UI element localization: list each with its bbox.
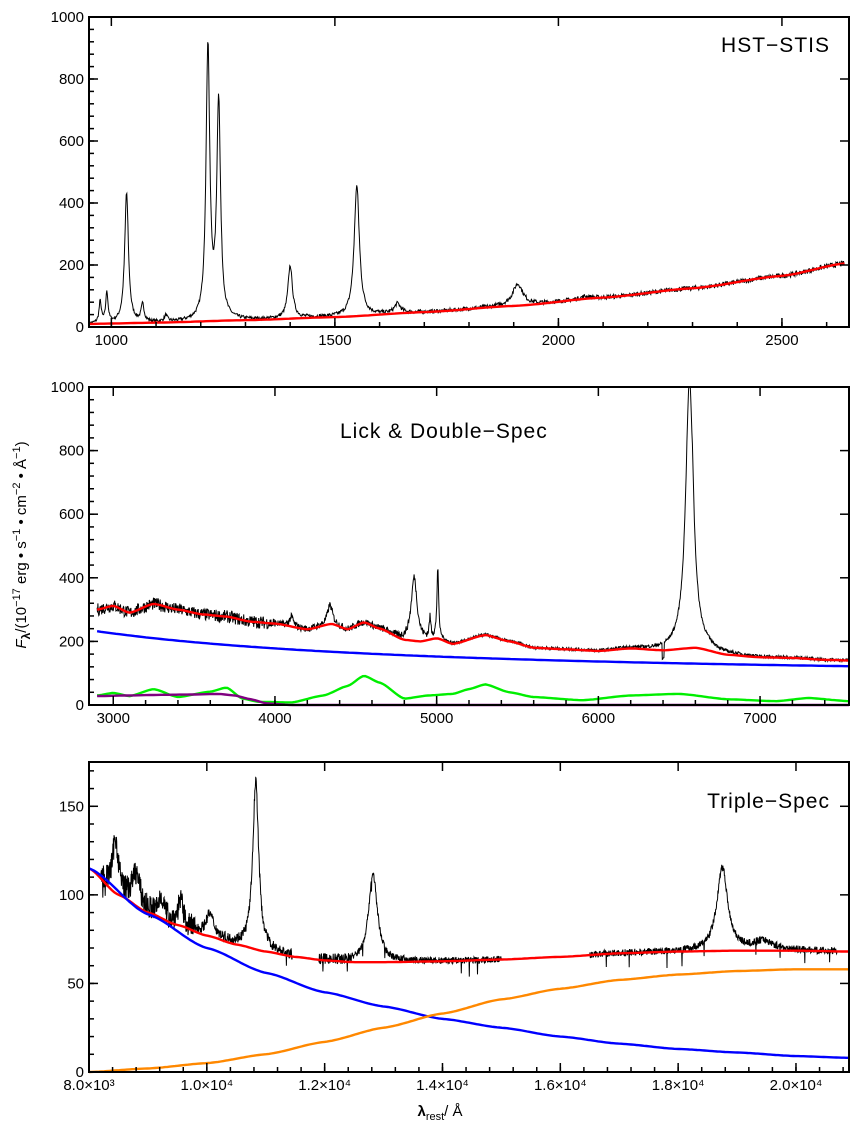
x-tick-label: 1.6×10⁴ bbox=[534, 1077, 587, 1094]
x-tick-label: 2000 bbox=[542, 332, 575, 349]
y-tick-label: 50 bbox=[67, 975, 84, 992]
y-label-sub: λ bbox=[19, 632, 33, 639]
x-tick-label: 5000 bbox=[420, 710, 453, 727]
y-tick-label: 400 bbox=[59, 570, 84, 587]
power-law-curve bbox=[96, 630, 849, 668]
panel-title: Lick & Double−Spec bbox=[340, 420, 548, 443]
power-law-curve bbox=[88, 867, 849, 1059]
x-label-rest: / Å bbox=[444, 1103, 462, 1120]
y-label-exp4: −1 bbox=[11, 446, 23, 459]
panel-lick-double-spec: 3000 4000 5000 6000 7000 0 200 400 600 800 1000 Li… bbox=[51, 379, 850, 727]
total-model-curve bbox=[96, 602, 850, 662]
y-tick-label: 1000 bbox=[51, 9, 84, 26]
x-tick-label: 1000 bbox=[95, 332, 128, 349]
total-model-curve bbox=[88, 867, 849, 964]
axis-ticks: 8.0×10³ 1.0×10⁴ 1.2×10⁴ 1.4×10⁴ 1.6×10⁴ 1.8×1… bbox=[59, 762, 849, 1094]
y-tick-label: 1000 bbox=[51, 379, 84, 396]
x-tick-label: 1500 bbox=[318, 332, 351, 349]
y-tick-label: 0 bbox=[76, 1064, 84, 1081]
panel-title: HST−STIS bbox=[721, 34, 830, 57]
y-tick-label: 400 bbox=[59, 195, 84, 212]
panel-hst-stis: 1000 1500 2000 2500 0 200 400 600 800 1000 HST−ST… bbox=[51, 9, 850, 349]
y-label-rest: /(10 bbox=[13, 607, 30, 633]
y-label-exp1: −17 bbox=[11, 588, 23, 607]
y-tick-label: 0 bbox=[76, 697, 84, 714]
y-tick-label: 800 bbox=[59, 443, 84, 460]
hot-dust-curve bbox=[88, 968, 849, 1074]
observed-spectrum-segment bbox=[100, 776, 293, 966]
x-tick-label: 4000 bbox=[258, 710, 291, 727]
y-label-exp2: −1 bbox=[11, 529, 23, 542]
y-tick-label: 200 bbox=[59, 257, 84, 274]
x-tick-label: 8.0×10³ bbox=[63, 1077, 114, 1094]
continuum-fit-curve bbox=[89, 262, 845, 326]
y-tick-label: 600 bbox=[59, 133, 84, 150]
plot-frame bbox=[88, 16, 850, 328]
y-tick-label: 100 bbox=[59, 887, 84, 904]
host-galaxy-curve bbox=[96, 674, 850, 704]
x-axis-label: λrest/ Å bbox=[417, 1103, 462, 1122]
axis-ticks: 1000 1500 2000 2500 0 200 400 600 800 1000 bbox=[51, 9, 849, 349]
x-tick-label: 1.4×10⁴ bbox=[416, 1077, 469, 1094]
x-label-main: λ bbox=[417, 1103, 426, 1120]
panel-curves bbox=[88, 42, 845, 326]
panel-curves bbox=[88, 776, 849, 1074]
x-tick-label: 1.0×10⁴ bbox=[180, 1077, 233, 1094]
x-tick-label: 6000 bbox=[582, 710, 615, 727]
x-tick-label: 1.8×10⁴ bbox=[652, 1077, 705, 1094]
panel-title: Triple−Spec bbox=[707, 790, 830, 813]
axis-ticks: 3000 4000 5000 6000 7000 0 200 400 600 800 1000 bbox=[51, 379, 849, 727]
y-axis-label: Fλ/(10−17 erg • s−1 • cm−2 • Å−1) bbox=[11, 441, 33, 648]
x-tick-label: 3000 bbox=[97, 710, 130, 727]
x-tick-label: 1.2×10⁴ bbox=[298, 1077, 351, 1094]
panel-triple-spec: 8.0×10³ 1.0×10⁴ 1.2×10⁴ 1.4×10⁴ 1.6×10⁴ 1.8×1… bbox=[59, 761, 850, 1094]
x-tick-label: 2500 bbox=[765, 332, 798, 349]
plot-frame bbox=[88, 761, 850, 1073]
y-tick-label: 800 bbox=[59, 71, 84, 88]
y-label-unit2: • cm bbox=[13, 495, 30, 529]
observed-spectrum-segment bbox=[589, 864, 838, 969]
y-label-unit3: • Å bbox=[13, 459, 30, 483]
y-label-unit1: erg • s bbox=[13, 541, 30, 588]
y-tick-label: 150 bbox=[59, 798, 84, 815]
y-tick-label: 600 bbox=[59, 506, 84, 523]
y-label-main: F bbox=[13, 639, 30, 649]
y-label-close: ) bbox=[13, 441, 30, 446]
x-tick-label: 7000 bbox=[743, 710, 776, 727]
x-label-sub: rest bbox=[426, 1111, 444, 1122]
x-tick-label: 2.0×10⁴ bbox=[770, 1077, 823, 1094]
y-tick-label: 200 bbox=[59, 633, 84, 650]
y-label-exp3: −2 bbox=[11, 483, 23, 496]
y-tick-label: 0 bbox=[76, 319, 84, 336]
